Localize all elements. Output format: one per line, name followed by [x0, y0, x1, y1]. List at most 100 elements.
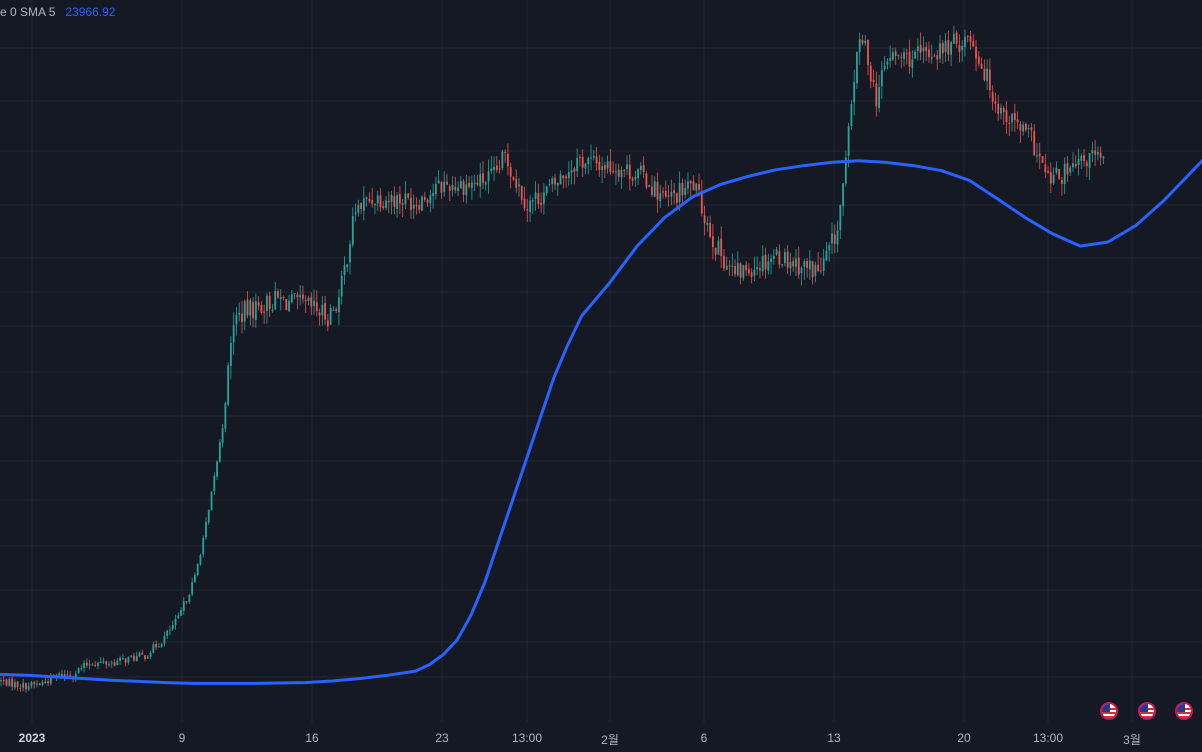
- candle-body: [387, 201, 390, 203]
- candle-body: [867, 39, 869, 66]
- candle-body: [894, 51, 897, 56]
- candle-body: [216, 461, 218, 477]
- candle-body: [335, 308, 338, 311]
- candle-body: [667, 195, 670, 197]
- candle-body: [795, 258, 797, 267]
- x-tick-label: 6: [700, 731, 708, 745]
- candle-body: [548, 184, 551, 186]
- candle-body: [507, 153, 509, 167]
- candle-body: [565, 176, 567, 179]
- candle-body: [767, 261, 770, 271]
- candle-body: [501, 151, 504, 169]
- candle-body: [972, 40, 975, 47]
- candle-body: [19, 687, 22, 689]
- candle-body: [728, 265, 731, 267]
- candle-body: [468, 182, 471, 187]
- candle-body: [451, 185, 454, 190]
- candle-body: [362, 198, 365, 211]
- candle-body: [94, 665, 97, 667]
- candle-body: [836, 230, 839, 245]
- candle-body: [155, 643, 158, 648]
- candle-body: [545, 186, 548, 194]
- candle-body: [44, 681, 47, 683]
- candle-body: [293, 293, 296, 295]
- candle-body: [1063, 163, 1066, 185]
- candle-body: [160, 643, 163, 647]
- candle-body: [919, 44, 922, 53]
- candle-body: [313, 300, 315, 306]
- candle-body: [587, 158, 590, 165]
- candle-body: [634, 176, 637, 180]
- candle-body: [1047, 171, 1049, 173]
- candle-body: [421, 196, 423, 211]
- candle-body: [1088, 153, 1091, 168]
- candle-body: [939, 43, 941, 59]
- candle-body: [856, 51, 858, 83]
- candle-body: [994, 101, 997, 104]
- candle-body: [623, 169, 626, 171]
- candle-body: [1000, 107, 1002, 114]
- x-tick-label: 9: [178, 731, 186, 745]
- candle-body: [889, 57, 892, 61]
- candle-body: [573, 168, 576, 172]
- candle-body: [562, 175, 565, 179]
- candle-body: [606, 161, 609, 169]
- candle-body: [601, 166, 603, 170]
- candle-body: [340, 275, 343, 297]
- us-flag-icon[interactable]: [1175, 702, 1193, 720]
- us-flag-icon[interactable]: [1100, 702, 1118, 720]
- candle-body: [675, 193, 678, 203]
- candle-body: [47, 681, 49, 684]
- candle-body: [944, 40, 947, 52]
- x-tick-label: 13: [827, 731, 841, 745]
- candle-body: [1019, 124, 1022, 131]
- candle-body: [182, 601, 185, 611]
- candle-body: [465, 184, 468, 196]
- candle-body: [861, 39, 864, 44]
- candle-body: [393, 196, 396, 207]
- candle-body: [1069, 167, 1072, 173]
- candle-body: [1058, 169, 1061, 179]
- candle-body: [443, 181, 446, 192]
- candle-body: [196, 563, 199, 576]
- candle-body: [277, 291, 279, 298]
- x-tick-label: 3월: [1123, 733, 1141, 747]
- candle-body: [102, 661, 105, 663]
- candle-body: [656, 182, 659, 200]
- candle-body: [241, 313, 243, 323]
- candle-body: [897, 54, 900, 56]
- candle-body: [952, 33, 955, 44]
- candle-body: [8, 678, 11, 687]
- candle-body: [576, 158, 579, 172]
- candle-body: [390, 195, 393, 202]
- candle-body: [448, 186, 451, 191]
- candle-body: [991, 91, 994, 102]
- candle-body: [875, 83, 878, 107]
- candle-body: [252, 302, 254, 319]
- candle-body: [620, 170, 623, 178]
- candle-body: [446, 181, 448, 185]
- candle-body: [166, 630, 169, 636]
- candle-body: [149, 652, 152, 657]
- candle-body: [1074, 164, 1077, 167]
- candle-body: [526, 209, 529, 211]
- candle-body: [515, 178, 518, 188]
- candle-body: [171, 625, 174, 630]
- us-flag-icon[interactable]: [1138, 702, 1156, 720]
- candle-body: [1052, 174, 1055, 184]
- candle-body: [1008, 122, 1011, 124]
- candle-body: [121, 658, 124, 660]
- candle-body: [77, 668, 80, 673]
- candle-body: [842, 183, 844, 207]
- candle-body: [385, 200, 387, 209]
- candle-body: [88, 664, 91, 666]
- candle-body: [570, 170, 573, 173]
- candle-body: [185, 601, 188, 603]
- candle-body: [883, 65, 886, 70]
- candle-body: [567, 172, 570, 179]
- candle-body: [66, 674, 69, 676]
- candle-body: [27, 686, 30, 690]
- candle-body: [914, 51, 916, 59]
